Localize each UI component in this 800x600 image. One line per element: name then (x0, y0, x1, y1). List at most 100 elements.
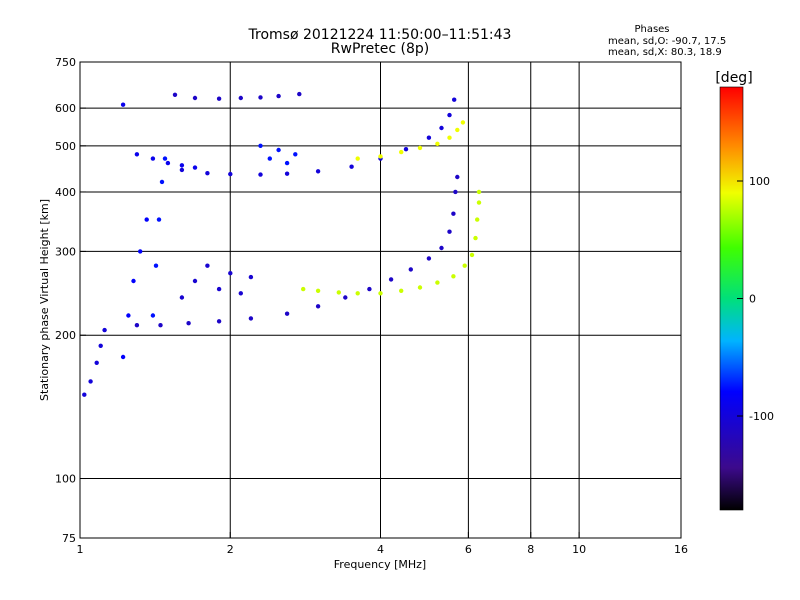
data-point-o (451, 211, 456, 216)
data-point-o (228, 271, 233, 276)
data-point-o (216, 96, 222, 101)
data-point-o (408, 267, 413, 272)
data-point-o (192, 95, 198, 101)
data-point-x (476, 189, 482, 195)
data-point-x (399, 149, 404, 155)
y-tick-label: 500 (55, 140, 76, 153)
data-point-o (297, 91, 302, 97)
y-tick-label: 400 (55, 186, 76, 199)
y-tick-label: 750 (55, 56, 76, 69)
data-point-x (378, 291, 383, 296)
data-point-x (417, 145, 423, 151)
data-point-o (315, 304, 321, 309)
data-points (82, 91, 482, 397)
colorbar-tick-label: 0 (749, 293, 756, 306)
data-point-o (276, 147, 281, 153)
colorbar-ticks: -100 0 100 (737, 175, 774, 423)
data-point-o (426, 135, 432, 140)
data-point-o (88, 379, 93, 384)
data-point-x (435, 280, 440, 285)
data-point-o (284, 160, 290, 166)
data-point-o (258, 172, 263, 177)
data-point-o (248, 274, 254, 280)
data-point-o (388, 277, 394, 282)
data-point-o (284, 171, 290, 176)
data-point-o (159, 179, 165, 185)
data-point-o (156, 217, 162, 222)
data-point-o (284, 311, 290, 316)
data-point-o (216, 286, 222, 292)
data-point-o (205, 263, 210, 268)
data-point-o (186, 321, 191, 326)
data-point-o (165, 160, 171, 166)
data-point-o (447, 229, 452, 234)
y-tick-label: 75 (62, 532, 76, 545)
data-point-o (179, 295, 185, 300)
x-tick-label: 1 (77, 543, 84, 556)
data-point-o (238, 95, 243, 101)
data-point-x (336, 290, 341, 295)
data-point-x (355, 156, 360, 161)
data-point-x (315, 288, 321, 293)
data-point-x (435, 141, 440, 146)
x-tick-label: 10 (572, 543, 586, 556)
data-point-o (82, 392, 87, 397)
data-point-o (192, 278, 198, 284)
y-tick-label: 100 (55, 473, 76, 486)
x-tick-label: 16 (674, 543, 688, 556)
data-point-o (205, 171, 210, 176)
data-point-o (138, 249, 143, 254)
colorbar-tick-label: -100 (749, 410, 774, 423)
data-point-o (455, 174, 460, 180)
data-point-x (355, 291, 360, 296)
stats-o-line: mean, sd,O: -90.7, 17.5 (608, 36, 726, 47)
data-point-o (134, 152, 140, 157)
stats-x-line: mean, sd,X: 80.3, 18.9 (608, 47, 722, 58)
x-tick-label: 8 (527, 543, 534, 556)
data-point-o (426, 256, 432, 261)
data-point-o (439, 125, 444, 131)
data-point-o (126, 313, 131, 318)
y-tick-label: 600 (55, 102, 76, 115)
data-point-o (343, 295, 348, 300)
x-tick-label: 6 (465, 543, 472, 556)
data-point-o (248, 316, 254, 321)
data-point-o (452, 97, 457, 102)
chart-title: Tromsø 20121224 11:50:00–11:51:43 (248, 27, 512, 43)
chart-subtitle: RwPretec (8p) (331, 41, 429, 57)
data-point-o (179, 163, 185, 168)
data-point-x (301, 286, 306, 292)
data-point-o (258, 95, 263, 100)
data-point-o (172, 92, 178, 98)
y-axis-label: Stationary phase Virtual Height [km] (38, 199, 51, 401)
y-tick-label: 300 (55, 245, 76, 258)
data-point-o (267, 156, 272, 161)
data-point-o (228, 171, 233, 177)
y-axis-ticks: 75 100 200 300 400 500 600 750 (55, 56, 86, 545)
y-tick-label: 200 (55, 329, 76, 342)
data-point-o (216, 319, 222, 324)
data-point-o (150, 156, 156, 161)
data-point-o (258, 143, 263, 148)
data-point-x (462, 263, 467, 268)
data-point-o (238, 291, 243, 296)
grid-lines (80, 62, 681, 538)
data-point-o (131, 278, 136, 284)
data-point-o (293, 152, 298, 157)
colorbar-tick-label: 100 (749, 175, 770, 188)
data-point-o (150, 313, 156, 318)
data-point-o (439, 245, 444, 251)
data-point-o (98, 343, 103, 348)
data-point-o (120, 354, 126, 360)
data-point-o (153, 263, 159, 268)
data-point-o (349, 164, 354, 169)
data-point-x (451, 274, 456, 279)
data-point-o (120, 102, 126, 107)
data-point-o (315, 169, 321, 174)
data-point-o (447, 112, 452, 118)
data-point-x (399, 288, 404, 293)
data-point-o (403, 147, 409, 152)
data-point-x (469, 252, 475, 258)
data-point-o (179, 167, 185, 173)
